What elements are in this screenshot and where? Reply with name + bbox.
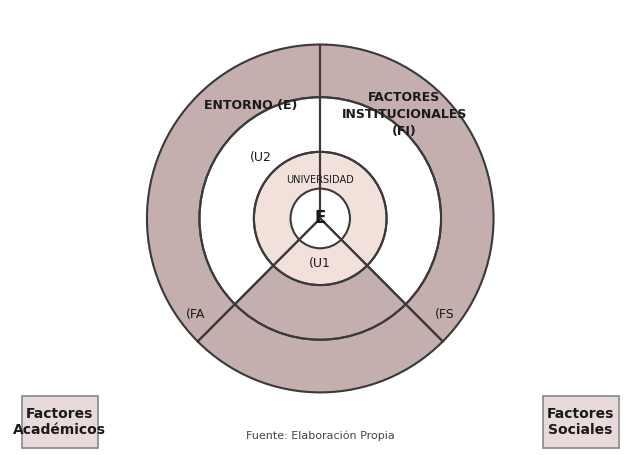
Text: Factores
Sociales: Factores Sociales — [547, 407, 614, 437]
Circle shape — [199, 97, 441, 340]
Circle shape — [147, 45, 494, 392]
FancyBboxPatch shape — [543, 396, 619, 448]
Text: (FA: (FA — [186, 308, 205, 321]
Circle shape — [290, 189, 350, 248]
Text: Fuente: Elaboración Propia: Fuente: Elaboración Propia — [246, 430, 394, 441]
Wedge shape — [235, 218, 320, 340]
Text: UNIVERSIDAD: UNIVERSIDAD — [287, 175, 354, 185]
Text: (U2: (U2 — [250, 152, 272, 164]
Circle shape — [254, 152, 387, 285]
Text: ENTORNO (E): ENTORNO (E) — [204, 99, 297, 112]
FancyBboxPatch shape — [22, 396, 98, 448]
Text: E: E — [315, 209, 326, 228]
Text: (FS: (FS — [435, 308, 455, 321]
Wedge shape — [320, 218, 406, 340]
Text: FACTORES
INSTITUCIONALES
(FI): FACTORES INSTITUCIONALES (FI) — [341, 91, 467, 137]
Text: (U1: (U1 — [310, 257, 331, 270]
Text: Factores
Académicos: Factores Académicos — [13, 407, 106, 437]
